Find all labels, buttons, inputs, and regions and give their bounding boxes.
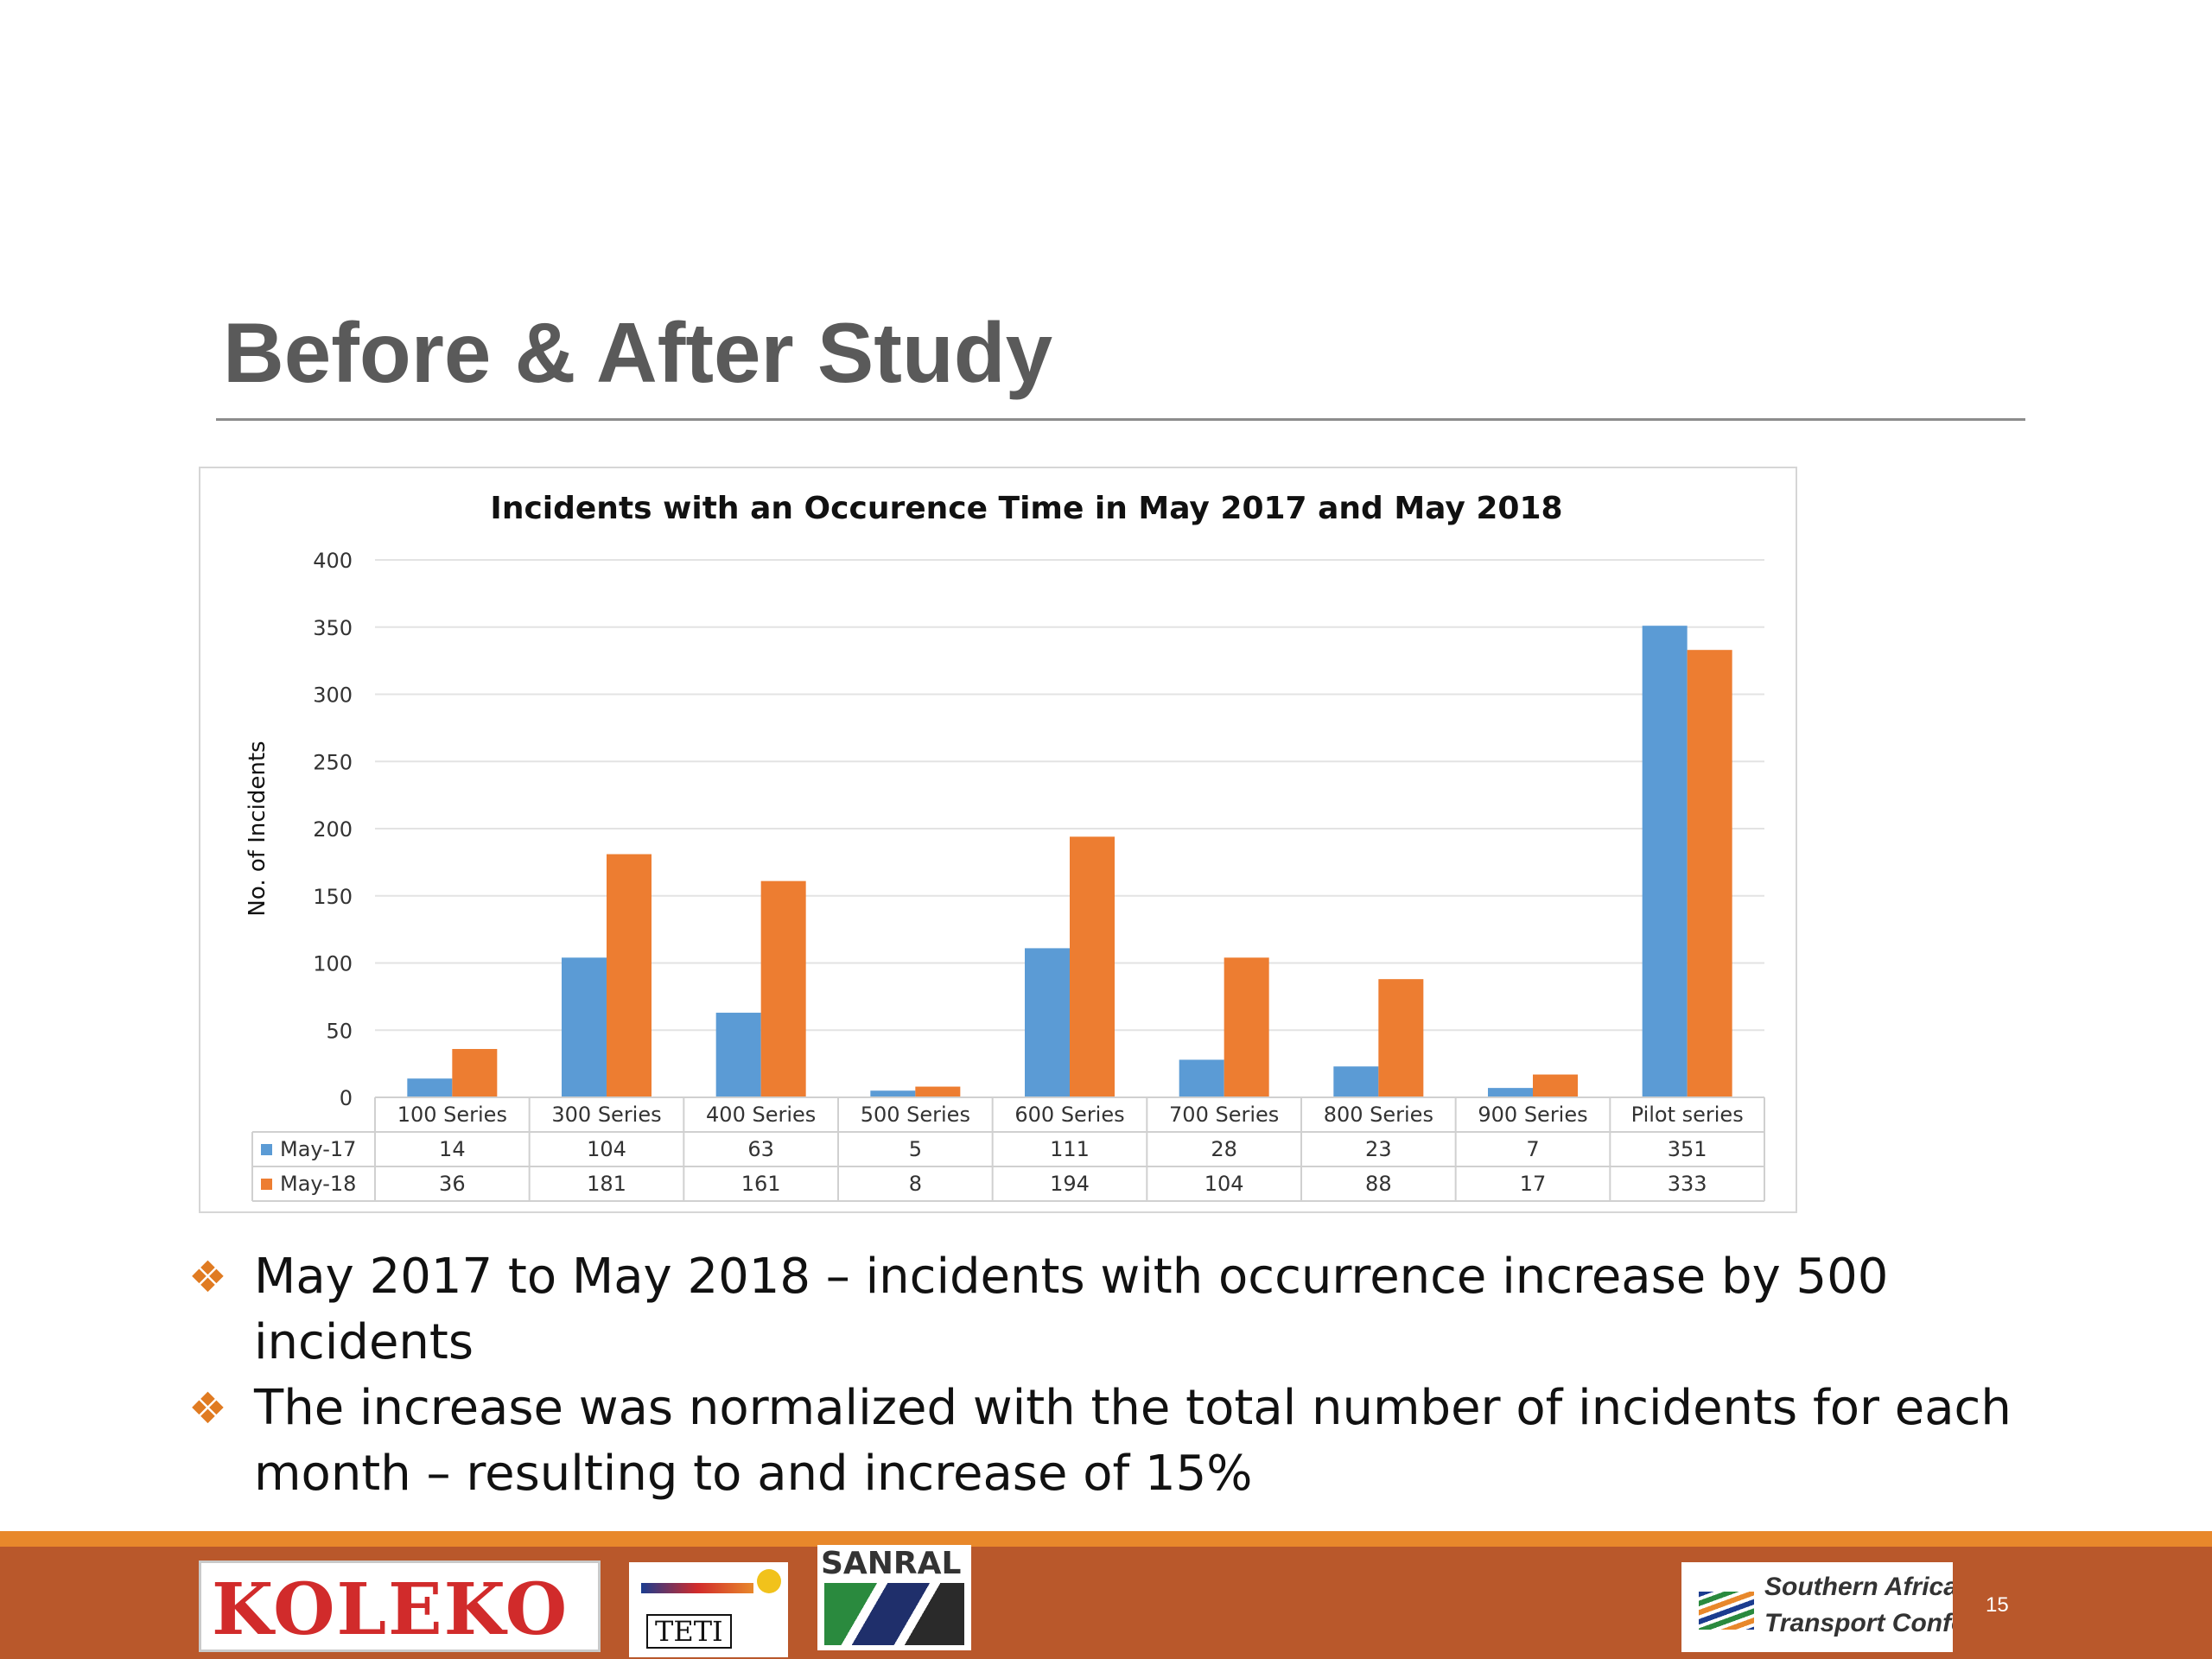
bar-may17 bbox=[1025, 948, 1070, 1097]
y-axis-label: No. of Incidents bbox=[245, 741, 270, 916]
data-table-value: 8 bbox=[909, 1172, 922, 1196]
footer-accent-bar bbox=[0, 1531, 2212, 1547]
satc-stripes-icon bbox=[1699, 1592, 1754, 1630]
data-table-value: 161 bbox=[741, 1172, 781, 1196]
bar-may18 bbox=[607, 854, 652, 1097]
data-table-value: 23 bbox=[1365, 1137, 1392, 1161]
y-tick-label: 100 bbox=[313, 952, 353, 976]
y-tick-label: 150 bbox=[313, 885, 353, 909]
x-category-label: 700 Series bbox=[1169, 1103, 1279, 1127]
data-table-value: 104 bbox=[1205, 1172, 1244, 1196]
bullet-list: ❖ May 2017 to May 2018 – incidents with … bbox=[188, 1244, 2046, 1507]
legend-swatch-may17 bbox=[261, 1144, 272, 1155]
teti-logo-text: TETI bbox=[646, 1614, 732, 1649]
legend-swatch-may18 bbox=[261, 1179, 272, 1190]
satc-logo-line1: Southern African bbox=[1764, 1573, 1953, 1601]
bar-may18 bbox=[452, 1049, 498, 1097]
x-category-label: Pilot series bbox=[1631, 1103, 1744, 1127]
bar-may18 bbox=[1687, 650, 1732, 1097]
bar-may17 bbox=[870, 1090, 916, 1097]
teti-logo: TETI bbox=[629, 1562, 788, 1657]
koleko-logo: KOLEKO bbox=[199, 1560, 601, 1652]
slide-title: Before & After Study bbox=[223, 305, 1053, 400]
bar-may17 bbox=[1488, 1088, 1533, 1097]
bar-may17 bbox=[1179, 1059, 1224, 1097]
four-diamond-bullet-icon: ❖ bbox=[188, 1383, 227, 1433]
teti-logo-dot-icon bbox=[757, 1569, 781, 1593]
y-tick-label: 400 bbox=[313, 549, 353, 573]
bar-may18 bbox=[915, 1086, 961, 1097]
satc-logo-line2: Transport Conference bbox=[1764, 1609, 1953, 1637]
four-diamond-bullet-icon: ❖ bbox=[188, 1252, 227, 1302]
bar-chart: Incidents with an Occurence Time in May … bbox=[245, 491, 1765, 1202]
x-category-label: 300 Series bbox=[551, 1103, 661, 1127]
footer: KOLEKO TETI SANRAL Southern African Tran… bbox=[0, 1545, 2212, 1659]
bar-may17 bbox=[562, 957, 607, 1097]
data-table-value: 181 bbox=[587, 1172, 626, 1196]
data-table-value: 5 bbox=[909, 1137, 922, 1161]
bar-may17 bbox=[1333, 1066, 1379, 1097]
data-table-value: 194 bbox=[1050, 1172, 1090, 1196]
bar-may17 bbox=[407, 1078, 453, 1097]
data-table-value: 36 bbox=[439, 1172, 466, 1196]
title-divider bbox=[216, 418, 2025, 421]
y-tick-label: 0 bbox=[340, 1086, 353, 1110]
bar-may18 bbox=[1533, 1074, 1578, 1097]
bar-may18 bbox=[1070, 836, 1115, 1097]
satc-logo: Southern African Transport Conference bbox=[1681, 1562, 1953, 1652]
bar-may18 bbox=[1224, 957, 1269, 1097]
bullet-item: ❖ The increase was normalized with the t… bbox=[188, 1376, 2046, 1507]
page-number: 15 bbox=[1986, 1593, 2009, 1617]
data-table-value: 88 bbox=[1365, 1172, 1392, 1196]
chart-title: Incidents with an Occurence Time in May … bbox=[490, 491, 1562, 526]
x-category-label: 600 Series bbox=[1014, 1103, 1124, 1127]
x-category-label: 400 Series bbox=[706, 1103, 816, 1127]
data-table-value: 28 bbox=[1211, 1137, 1237, 1161]
data-table-value: 104 bbox=[587, 1137, 626, 1161]
data-table-value: 333 bbox=[1668, 1172, 1707, 1196]
sanral-road-mark-icon bbox=[824, 1583, 964, 1645]
x-category-label: 800 Series bbox=[1324, 1103, 1433, 1127]
x-category-label: 100 Series bbox=[397, 1103, 507, 1127]
bar-may18 bbox=[1378, 979, 1424, 1097]
y-tick-label: 300 bbox=[313, 683, 353, 708]
y-tick-label: 200 bbox=[313, 817, 353, 842]
y-tick-label: 350 bbox=[313, 616, 353, 640]
bullet-text: The increase was normalized with the tot… bbox=[254, 1380, 2012, 1502]
x-category-label: 900 Series bbox=[1478, 1103, 1587, 1127]
data-table-value: 14 bbox=[439, 1137, 466, 1161]
x-category-label: 500 Series bbox=[861, 1103, 970, 1127]
y-tick-label: 50 bbox=[326, 1019, 353, 1043]
legend-entry: May-18 bbox=[280, 1172, 356, 1196]
bar-may18 bbox=[760, 880, 806, 1097]
legend-entry: May-17 bbox=[280, 1137, 356, 1161]
koleko-logo-text: KOLEKO bbox=[212, 1568, 569, 1651]
sanral-logo: SANRAL bbox=[817, 1545, 971, 1650]
sanral-logo-text: SANRAL bbox=[821, 1546, 962, 1581]
y-tick-label: 250 bbox=[313, 750, 353, 774]
data-table-value: 111 bbox=[1050, 1137, 1090, 1161]
bullet-text: May 2017 to May 2018 – incidents with oc… bbox=[254, 1249, 1889, 1370]
bullet-item: ❖ May 2017 to May 2018 – incidents with … bbox=[188, 1244, 2046, 1376]
bar-may17 bbox=[715, 1013, 761, 1097]
data-table-value: 7 bbox=[1526, 1137, 1539, 1161]
teti-logo-bar-icon bbox=[641, 1583, 753, 1593]
data-table-value: 17 bbox=[1520, 1172, 1547, 1196]
chart-frame: Incidents with an Occurence Time in May … bbox=[199, 467, 1797, 1213]
bar-may17 bbox=[1642, 626, 1688, 1097]
data-table-value: 351 bbox=[1668, 1137, 1707, 1161]
data-table-value: 63 bbox=[747, 1137, 774, 1161]
